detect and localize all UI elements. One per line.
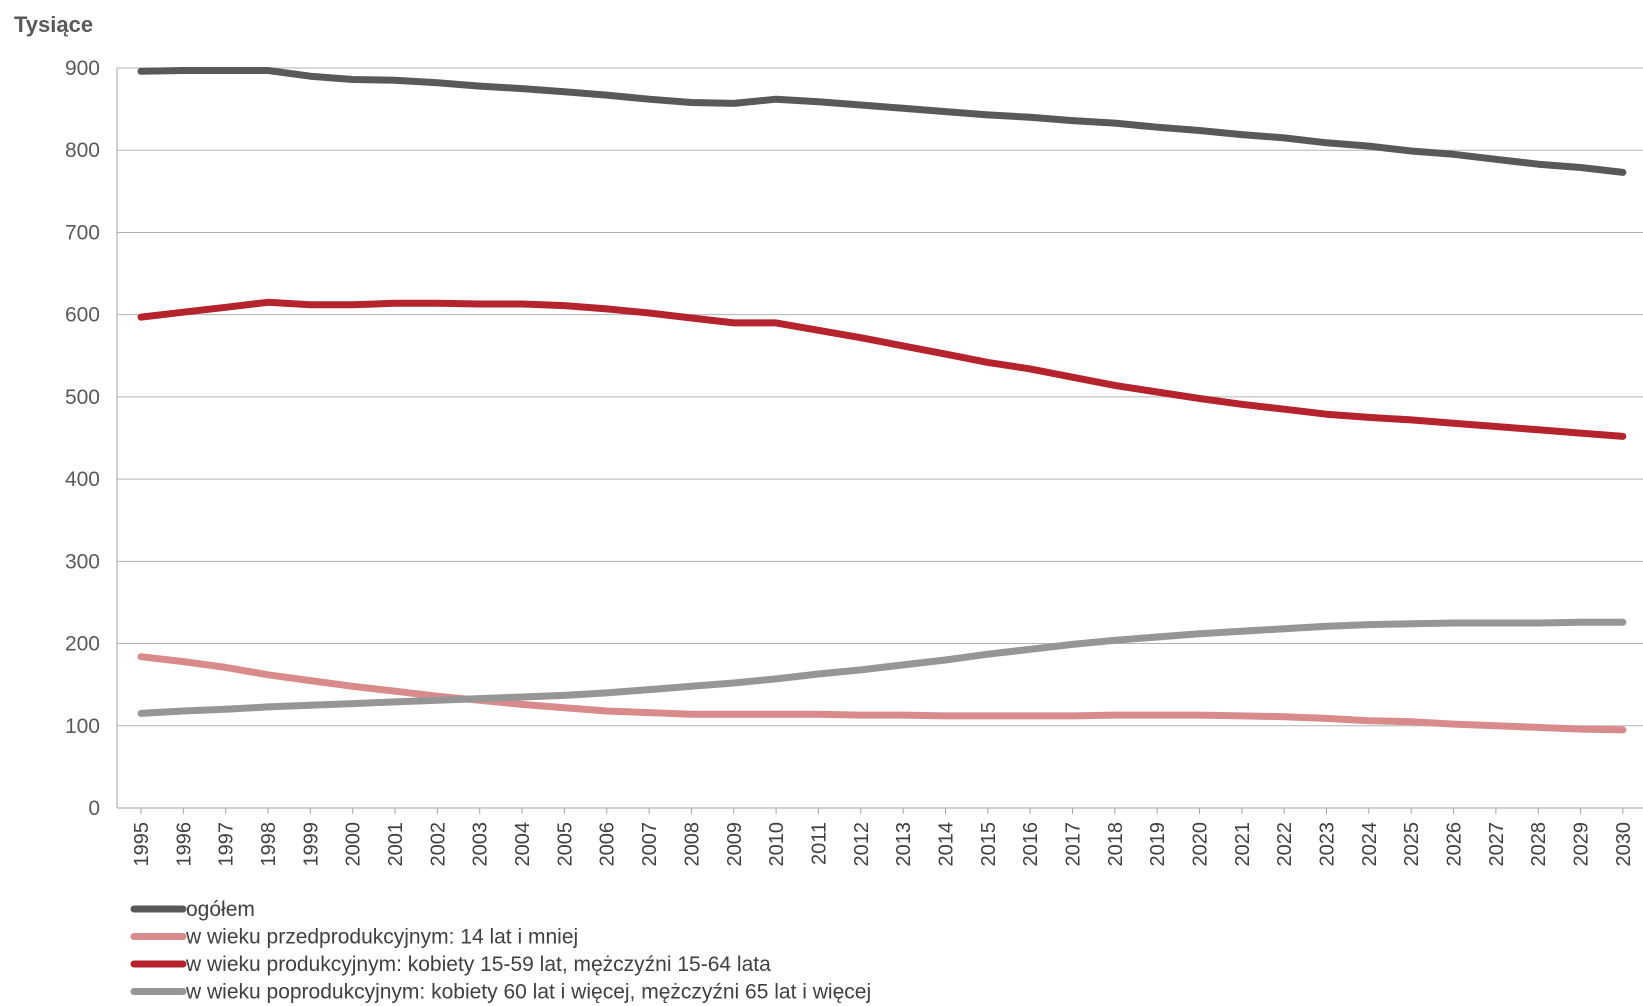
x-tick-label: 1996 [173,822,195,867]
y-tick-label: 500 [65,386,100,409]
x-tick-label: 2024 [1359,822,1381,867]
x-tick-label: 2008 [681,822,703,867]
x-tick-label: 2001 [385,822,407,867]
x-tick-label: 2026 [1444,822,1466,867]
y-tick-label: 800 [65,139,100,162]
x-tick-label: 2002 [427,822,449,867]
x-tick-label: 1999 [300,822,322,867]
x-tick-label: 2023 [1317,822,1339,867]
series-line-3 [137,298,1627,440]
x-tick-label: 2000 [343,822,365,867]
x-tick-label: 2025 [1401,822,1423,867]
x-tick-label: 1995 [131,822,153,867]
y-tick-label: 400 [65,468,100,491]
y-tick-label: 200 [65,633,100,656]
legend-label: w wieku przedprodukcyjnym: 14 lat i mnie… [185,926,578,949]
series-line-2 [137,653,1627,734]
x-tick-label: 2029 [1571,822,1593,867]
x-axis-ticks: 1995 1996 1997 1998 1999 2000 2001 2002 2003 2004… [131,808,1635,867]
x-tick-label: 1997 [216,822,238,867]
x-tick-label: 2004 [512,822,534,867]
legend-label: ogółem [186,898,255,921]
x-tick-label: 2020 [1190,822,1212,867]
x-tick-label: 2010 [766,822,788,867]
x-tick-label: 2009 [724,822,746,867]
series-line-4 [137,618,1627,717]
x-tick-label: 2013 [893,822,915,867]
y-tick-label: 900 [65,57,100,80]
x-tick-label: 2003 [470,822,492,867]
y-tick-label: 700 [65,221,100,244]
series-line-1 [137,67,1627,176]
x-tick-label: 1998 [258,822,280,867]
x-tick-label: 2007 [639,822,661,867]
x-tick-label: 2017 [1062,822,1084,867]
x-tick-label: 2014 [935,822,957,867]
gridlines [116,67,1643,809]
y-axis-unit-label: Tysiące [14,12,93,37]
y-tick-label: 100 [65,715,100,738]
y-tick-label: 600 [65,304,100,327]
x-tick-label: 2006 [597,822,619,867]
legend-label: w wieku produkcyjnym: kobiety 15-59 lat,… [185,953,771,976]
y-axis-ticks: 0 100 200 300 400 500 600 700 800 900 [65,57,100,820]
x-tick-label: 2018 [1105,822,1127,867]
x-tick-label: 2011 [808,822,830,865]
legend: ogółem w wieku przedprodukcyjnym: 14 lat … [130,898,871,1004]
y-tick-label: 0 [88,797,100,820]
x-tick-label: 2016 [1020,822,1042,867]
x-tick-label: 2015 [978,822,1000,867]
x-tick-label: 2030 [1613,822,1635,867]
x-tick-label: 2005 [554,822,576,867]
x-tick-label: 2012 [851,822,873,867]
x-tick-label: 2022 [1274,822,1296,867]
x-tick-label: 2027 [1486,822,1508,867]
x-tick-label: 2021 [1232,822,1254,867]
series-lines [137,67,1627,734]
x-tick-label: 2028 [1528,822,1550,867]
y-tick-label: 300 [65,550,100,573]
legend-label: w wieku poprodukcyjnym: kobiety 60 lat i… [185,981,871,1004]
x-tick-label: 2019 [1147,822,1169,867]
